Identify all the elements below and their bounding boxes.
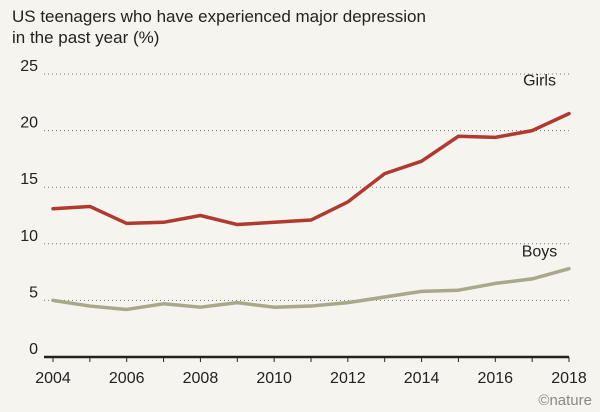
y-tick-label: 20 <box>20 115 38 132</box>
series-line-girls <box>51 111 571 227</box>
series-label-girls: Girls <box>523 73 556 90</box>
series-label-boys: Boys <box>522 244 558 261</box>
x-tick-label: 2014 <box>404 370 440 387</box>
y-tick-label: 10 <box>20 228 38 245</box>
y-tick-label: 25 <box>20 58 38 75</box>
y-tick-label: 15 <box>20 171 38 188</box>
x-tick-label: 2012 <box>330 370 366 387</box>
x-tick-label: 2016 <box>477 370 513 387</box>
y-tick-label: 5 <box>29 284 38 301</box>
x-tick-label: 2008 <box>183 370 219 387</box>
nature-logo: ©nature <box>538 392 592 409</box>
x-tick-label: 2018 <box>551 370 587 387</box>
x-tick-label: 2010 <box>256 370 292 387</box>
x-tick-label: 2006 <box>109 370 145 387</box>
x-tick-label: 2004 <box>35 370 71 387</box>
y-tick-label: 0 <box>29 341 38 358</box>
series-line-boys <box>51 266 571 312</box>
chart-title: US teenagers who have experienced major … <box>12 7 426 47</box>
